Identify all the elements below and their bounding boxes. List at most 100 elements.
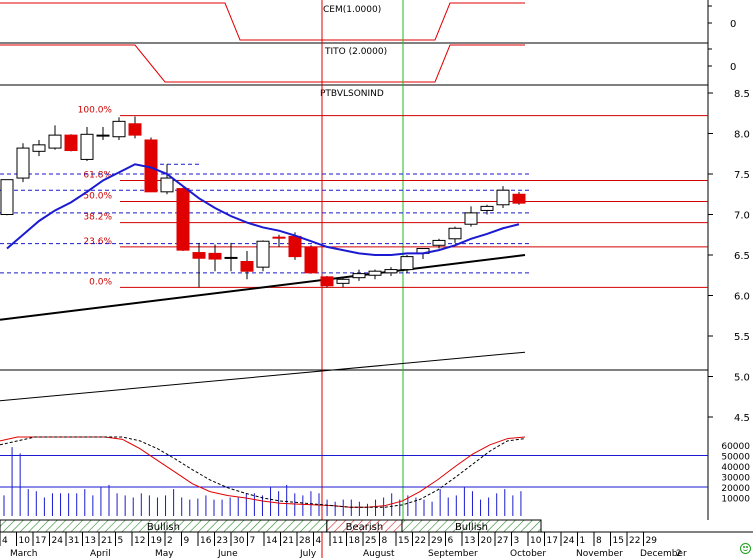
candle-body	[320, 276, 334, 287]
price-tick-label: 6.0	[734, 292, 750, 303]
candle-body	[496, 189, 510, 206]
moving-average-line	[6, 163, 520, 256]
candle-body	[96, 134, 110, 137]
signal-band: Bullish Bearish Bullish	[0, 519, 542, 533]
fib-label: 0.0%	[89, 277, 112, 287]
tito-panel-title: TITO (2.0000)	[324, 47, 387, 57]
candle-body	[272, 236, 286, 239]
date-tick-label: 11	[332, 536, 343, 546]
price-axis: 8.5 8.0 7.5 7.0 6.5 6.0 5.5 5.0 4.5	[708, 89, 750, 424]
date-tick-label: 24	[563, 536, 575, 546]
month-label: July	[299, 549, 317, 558]
tito-signal-line	[0, 44, 525, 83]
date-tick-label: 10	[530, 536, 542, 546]
oscillator-solid	[0, 436, 526, 508]
volume-tick-label: 40000	[721, 463, 750, 473]
price-tick-label: 5.0	[734, 373, 750, 384]
date-tick-label: 17	[547, 536, 558, 546]
signal-path	[0, 2, 525, 41]
month-label: October	[510, 549, 546, 558]
date-tick-label: 5	[118, 536, 124, 546]
candle-body	[64, 134, 78, 152]
candle-body	[48, 134, 62, 149]
fib-label: 38.2%	[83, 213, 112, 223]
volume-tick-label: 20000	[721, 484, 750, 494]
price-tick-label: 5.5	[734, 332, 750, 343]
month-label: 2	[676, 549, 682, 558]
fib-label: 50.0%	[83, 192, 112, 202]
month-label: September	[428, 549, 478, 558]
cem-signal-line	[0, 2, 525, 41]
fibonacci-levels: 100.0% 61.8% 50.0% 38.2% 23.6% 0.0%	[78, 106, 708, 288]
date-tick-label: 1	[580, 536, 586, 546]
candle-body	[80, 133, 94, 160]
date-tick-label: 4	[2, 536, 8, 546]
date-tick-label: 16	[200, 536, 212, 546]
date-tick-label: 28	[299, 536, 311, 546]
tito-axis-tick: 0	[730, 62, 736, 73]
candle-body	[32, 144, 46, 152]
candle-body	[368, 270, 382, 276]
candle-body	[400, 256, 414, 271]
candle-body	[304, 246, 318, 274]
trend-line-segment	[0, 254, 526, 321]
oscillator-lines	[0, 436, 526, 508]
band-label: Bullish	[455, 522, 488, 533]
date-tick-label: 9	[184, 536, 190, 546]
price-tick-label: 8.0	[734, 130, 750, 141]
price-tick-label: 7.5	[734, 170, 750, 181]
candle-body	[352, 273, 366, 279]
date-tick-label: 8	[382, 536, 388, 546]
candle-body	[384, 269, 398, 274]
candle-body	[0, 179, 14, 215]
candle-body	[224, 256, 238, 259]
month-label: November	[576, 549, 623, 558]
candle-body	[160, 177, 174, 193]
date-tick-label: 4	[316, 536, 322, 546]
date-tick-label: 18	[349, 536, 361, 546]
candle-body	[448, 227, 462, 240]
candle-body	[432, 239, 446, 246]
date-tick-label: 14	[266, 536, 278, 546]
date-tick-label: 6	[448, 536, 454, 546]
candle-body	[480, 205, 494, 211]
fib-label: 100.0%	[78, 106, 113, 116]
ma-polyline	[6, 163, 520, 256]
candle-body	[240, 260, 254, 272]
month-label: August	[363, 549, 395, 558]
month-label: May	[155, 549, 174, 558]
band-label: Bearish	[346, 522, 384, 533]
date-tick-label: 21	[101, 536, 112, 546]
date-tick-label: 25	[365, 536, 376, 546]
date-tick-label: 7	[250, 536, 256, 546]
date-tick-label: 3	[514, 536, 520, 546]
fib-label: 23.6%	[83, 237, 112, 247]
date-tick-label: 8	[596, 536, 602, 546]
candle-body	[128, 123, 142, 136]
date-tick-label: 2	[167, 536, 173, 546]
band-label: Bullish	[147, 522, 180, 533]
candle-body	[512, 193, 526, 204]
candle-body	[256, 240, 270, 268]
date-tick-label: 19	[151, 536, 163, 546]
price-tick-label: 4.5	[734, 413, 750, 424]
main-panel-title: PTBVLSONIND	[320, 89, 384, 99]
volume-tick-label: 10000	[721, 495, 750, 505]
signal-path	[0, 44, 525, 83]
smiley-icon[interactable]	[740, 543, 751, 554]
volume-tick-label: 50000	[721, 453, 750, 463]
date-tick-label: 22	[629, 536, 640, 546]
date-tick-label: 22	[415, 536, 426, 546]
month-label: April	[90, 549, 111, 558]
date-tick-label: 31	[68, 536, 79, 546]
date-tick-label: 30	[233, 536, 245, 546]
candle-body	[288, 235, 302, 258]
date-tick-label: 13	[85, 536, 96, 546]
oscillator-dashed	[0, 436, 526, 508]
price-tick-label: 7.0	[734, 211, 750, 222]
date-tick-label: 15	[398, 536, 409, 546]
date-tick-label: 23	[217, 536, 228, 546]
volume-tick-label: 30000	[721, 474, 750, 484]
month-label: June	[217, 549, 238, 558]
